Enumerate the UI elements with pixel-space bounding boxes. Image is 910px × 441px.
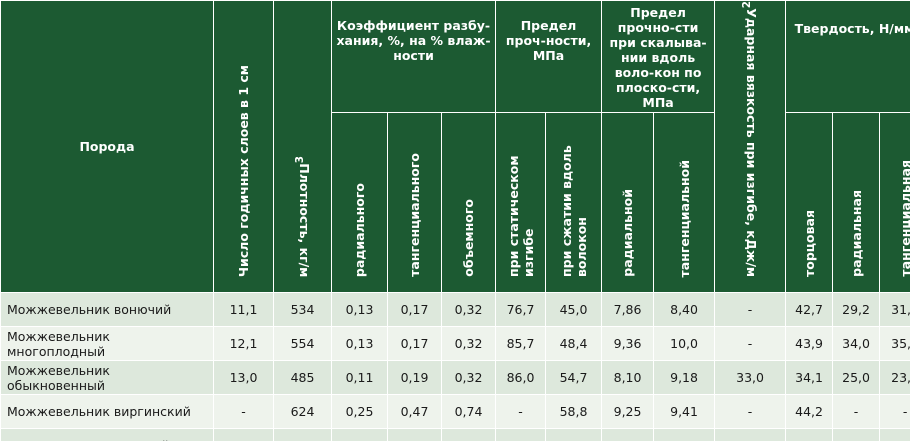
header-swelling-radial: радиального: [331, 112, 388, 293]
cell-value: 48,6: [832, 428, 881, 441]
header-swelling-volume: объемного: [440, 112, 497, 293]
header-rings: Число годичных слоев в 1 см: [213, 0, 274, 293]
cell-value: 0,74: [440, 394, 497, 429]
cell-value: 534: [273, 292, 332, 327]
cell-value: 60,1: [785, 428, 834, 441]
cell-value: 0,32: [440, 360, 497, 395]
cell-value: 35,5: [879, 326, 910, 361]
table-row: Можжевельник многоплодный 12,1 554 0,13 …: [0, 326, 910, 361]
cell-value: 12,1: [213, 326, 274, 361]
cell-value: 10,0: [653, 326, 716, 361]
cell-value: -: [879, 394, 910, 429]
header-shear: Предел прочно-сти при скалыва-нии вдоль …: [601, 0, 716, 113]
cell-value: 29,2: [832, 292, 881, 327]
table-row: Можжевельник высокий 6,0 624 - - - 77,3 …: [0, 428, 910, 441]
cell-value: -: [653, 428, 716, 441]
header-swelling: Коэффициент разбу-хания, %, на % влаж-но…: [330, 0, 497, 113]
cell-value: 0,19: [387, 360, 442, 395]
header-strength: Предел проч-ности, МПа: [495, 0, 603, 113]
cell-value: 624: [273, 394, 332, 429]
cell-value: 0,32: [440, 292, 497, 327]
cell-value: 43,9: [785, 326, 834, 361]
cell-value: -: [714, 394, 787, 429]
cell-value: 0,17: [387, 292, 442, 327]
cell-value: 9,18: [653, 360, 716, 395]
cell-value: -: [714, 428, 787, 441]
header-shear-radial: радиальной: [601, 112, 655, 293]
cell-value: 42,7: [785, 292, 834, 327]
cell-value: -: [331, 428, 388, 441]
cell-value: 58,8: [545, 394, 603, 429]
cell-value: 0,17: [387, 326, 442, 361]
cell-value: 86,0: [495, 360, 547, 395]
header-density: Плотность, кг/м3: [273, 0, 332, 293]
breed-name: Можжевельник многоплодный: [0, 326, 214, 361]
header-impact: Ударная вязкость при изгибе, кДж/м2: [714, 0, 787, 293]
cell-value: -: [440, 428, 497, 441]
cell-value: 77,3: [495, 428, 547, 441]
table-row: Можжевельник вонючий 11,1 534 0,13 0,17 …: [0, 292, 910, 327]
cell-value: -: [714, 292, 787, 327]
cell-value: -: [714, 326, 787, 361]
cell-value: 8,10: [601, 360, 655, 395]
cell-value: 8,40: [653, 292, 716, 327]
cell-value: -: [601, 428, 655, 441]
cell-value: 25,0: [832, 360, 881, 395]
cell-value: 7,86: [601, 292, 655, 327]
cell-value: 0,11: [331, 360, 388, 395]
header-strength-compression: при сжатии вдоль волокон: [545, 112, 603, 293]
header-hardness-tangential: тангенциальная: [879, 112, 910, 293]
cell-value: 554: [273, 326, 332, 361]
breed-name: Можжевельник высокий: [0, 428, 214, 441]
breed-name: Можжевельник вонючий: [0, 292, 214, 327]
cell-value: 76,7: [495, 292, 547, 327]
cell-value: 34,0: [832, 326, 881, 361]
cell-value: 0,32: [440, 326, 497, 361]
breed-name: Можжевельник виргинский: [0, 394, 214, 429]
cell-value: -: [387, 428, 442, 441]
cell-value: 85,7: [495, 326, 547, 361]
cell-value: 0,13: [331, 326, 388, 361]
cell-value: 9,25: [601, 394, 655, 429]
cell-value: 0,13: [331, 292, 388, 327]
breed-name: Можжевельник обыкновенный: [0, 360, 214, 395]
header-shear-tangential: тангенциальной: [653, 112, 716, 293]
cell-value: 9,41: [653, 394, 716, 429]
cell-value: 33,0: [714, 360, 787, 395]
header-swelling-tangential: тангенциального: [387, 112, 442, 293]
table-row: Можжевельник виргинский - 624 0,25 0,47 …: [0, 394, 910, 429]
cell-value: 44,2: [785, 394, 834, 429]
cell-value: 0,25: [331, 394, 388, 429]
header-hardness-end: торцовая: [785, 112, 834, 293]
cell-value: 624: [273, 428, 332, 441]
cell-value: -: [832, 394, 881, 429]
cell-value: 41,8: [879, 428, 910, 441]
table-row: Можжевельник обыкновенный 13,0 485 0,11 …: [0, 360, 910, 395]
cell-value: 0,47: [387, 394, 442, 429]
cell-value: 54,7: [545, 360, 603, 395]
cell-value: 6,0: [213, 428, 274, 441]
cell-value: 53,8: [545, 428, 603, 441]
cell-value: 34,1: [785, 360, 834, 395]
header-hardness-radial: радиальная: [832, 112, 881, 293]
header-breed: Порода: [0, 0, 214, 293]
cell-value: -: [213, 394, 274, 429]
cell-value: 9,36: [601, 326, 655, 361]
cell-value: 13,0: [213, 360, 274, 395]
cell-value: 23,8: [879, 360, 910, 395]
cell-value: 48,4: [545, 326, 603, 361]
cell-value: -: [495, 394, 547, 429]
cell-value: 11,1: [213, 292, 274, 327]
header-hardness: Твердость, Н/мм2: [785, 0, 910, 113]
header-strength-bending: при статическом изгибе: [495, 112, 547, 293]
cell-value: 31,3: [879, 292, 910, 327]
cell-value: 45,0: [545, 292, 603, 327]
cell-value: 485: [273, 360, 332, 395]
